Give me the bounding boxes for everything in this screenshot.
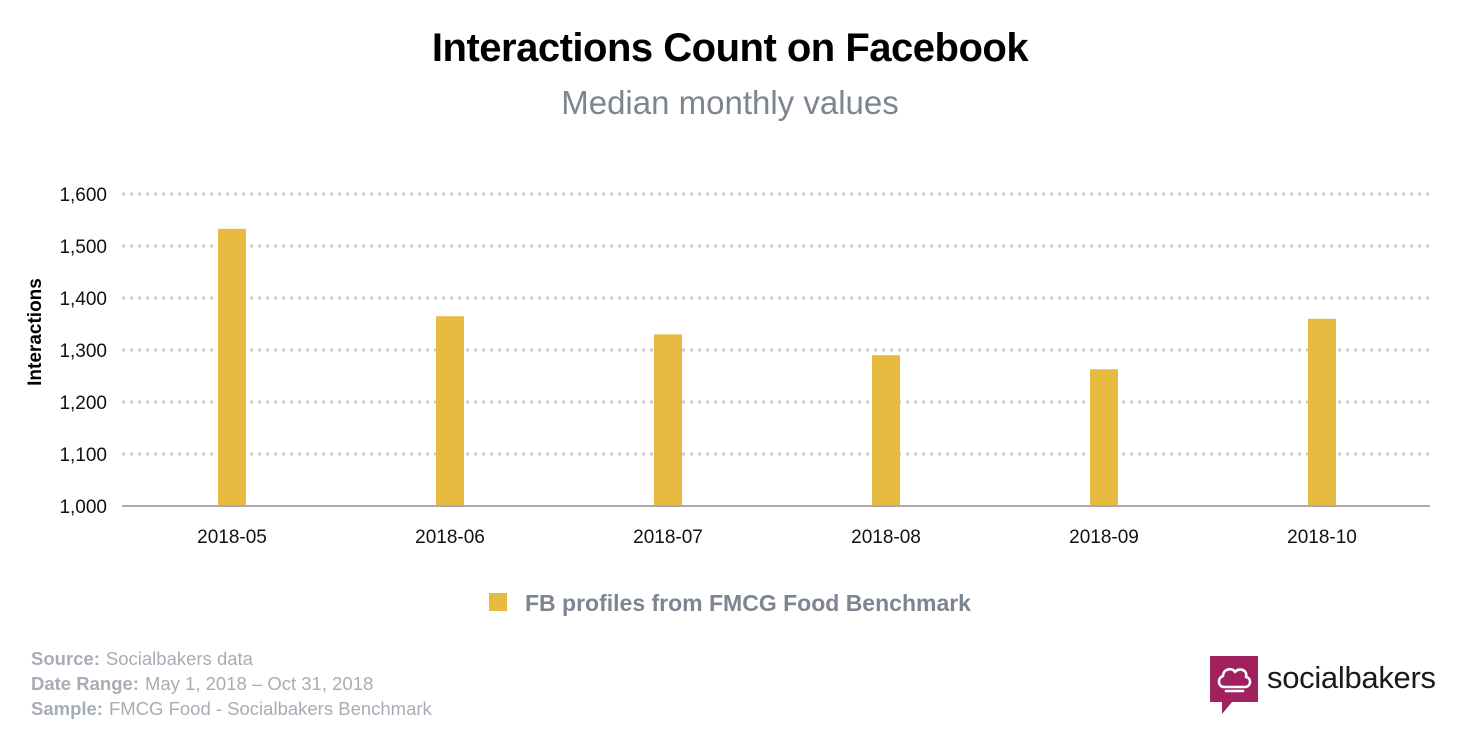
y-tick-label: 1,500 — [59, 237, 107, 258]
legend: FB profiles from FMCG Food Benchmark — [0, 590, 1460, 617]
source-label: Source: — [31, 648, 100, 669]
x-tick-label: 2018-08 — [851, 527, 921, 548]
y-tick-label: 1,100 — [59, 445, 107, 466]
x-tick-label: 2018-07 — [633, 527, 703, 548]
chart-subtitle: Median monthly values — [561, 84, 899, 121]
gridlines — [122, 192, 1430, 456]
footer-info: Source: Socialbakers data Date Range: May … — [31, 646, 432, 721]
y-tick-label: 1,400 — [59, 289, 107, 310]
x-tick-label: 2018-09 — [1069, 527, 1139, 548]
bar-2018-08 — [872, 355, 900, 506]
y-tick-label: 1,200 — [59, 393, 107, 414]
bar-2018-06 — [436, 316, 464, 506]
y-tick-label: 1,300 — [59, 341, 107, 362]
y-tick-label: 1,600 — [59, 185, 107, 206]
x-tick-label: 2018-10 — [1287, 527, 1357, 548]
sample-value: FMCG Food - Socialbakers Benchmark — [108, 698, 432, 719]
bar-chart: 1,000 1,100 1,200 1,300 1,400 1,500 1,600 2018… — [25, 185, 1430, 548]
bar-2018-09 — [1090, 369, 1118, 506]
y-axis-ticks: 1,000 1,100 1,200 1,300 1,400 1,500 1,600 — [59, 185, 107, 518]
bar-2018-05 — [218, 228, 246, 506]
brand-name: socialbakers — [1267, 660, 1436, 695]
y-tick-label: 1,000 — [59, 497, 107, 518]
x-axis-ticks: 2018-05 2018-06 2018-07 2018-08 2018-09 2018-… — [197, 527, 1357, 548]
legend-label: FB profiles from FMCG Food Benchmark — [525, 590, 971, 616]
bar-2018-07 — [654, 334, 682, 506]
footer-source: Source: Socialbakers data — [31, 646, 432, 671]
bars — [218, 228, 1336, 506]
x-tick-label: 2018-05 — [197, 527, 267, 548]
date-range-label: Date Range: — [31, 673, 139, 694]
source-value: Socialbakers data — [105, 648, 253, 669]
legend-swatch — [489, 592, 507, 611]
chef-hat-speech-bubble-icon — [1210, 656, 1258, 714]
sample-label: Sample: — [31, 698, 103, 719]
date-range-value: May 1, 2018 – Oct 31, 2018 — [144, 673, 374, 694]
x-tick-label: 2018-06 — [415, 527, 485, 548]
chart-title: Interactions Count on Facebook — [431, 26, 1029, 70]
y-axis-title: Interactions — [25, 278, 46, 386]
bar-2018-10 — [1308, 318, 1336, 506]
footer-date-range: Date Range: May 1, 2018 – Oct 31, 2018 — [31, 671, 432, 696]
footer-sample: Sample: FMCG Food - Socialbakers Benchmar… — [31, 696, 432, 721]
